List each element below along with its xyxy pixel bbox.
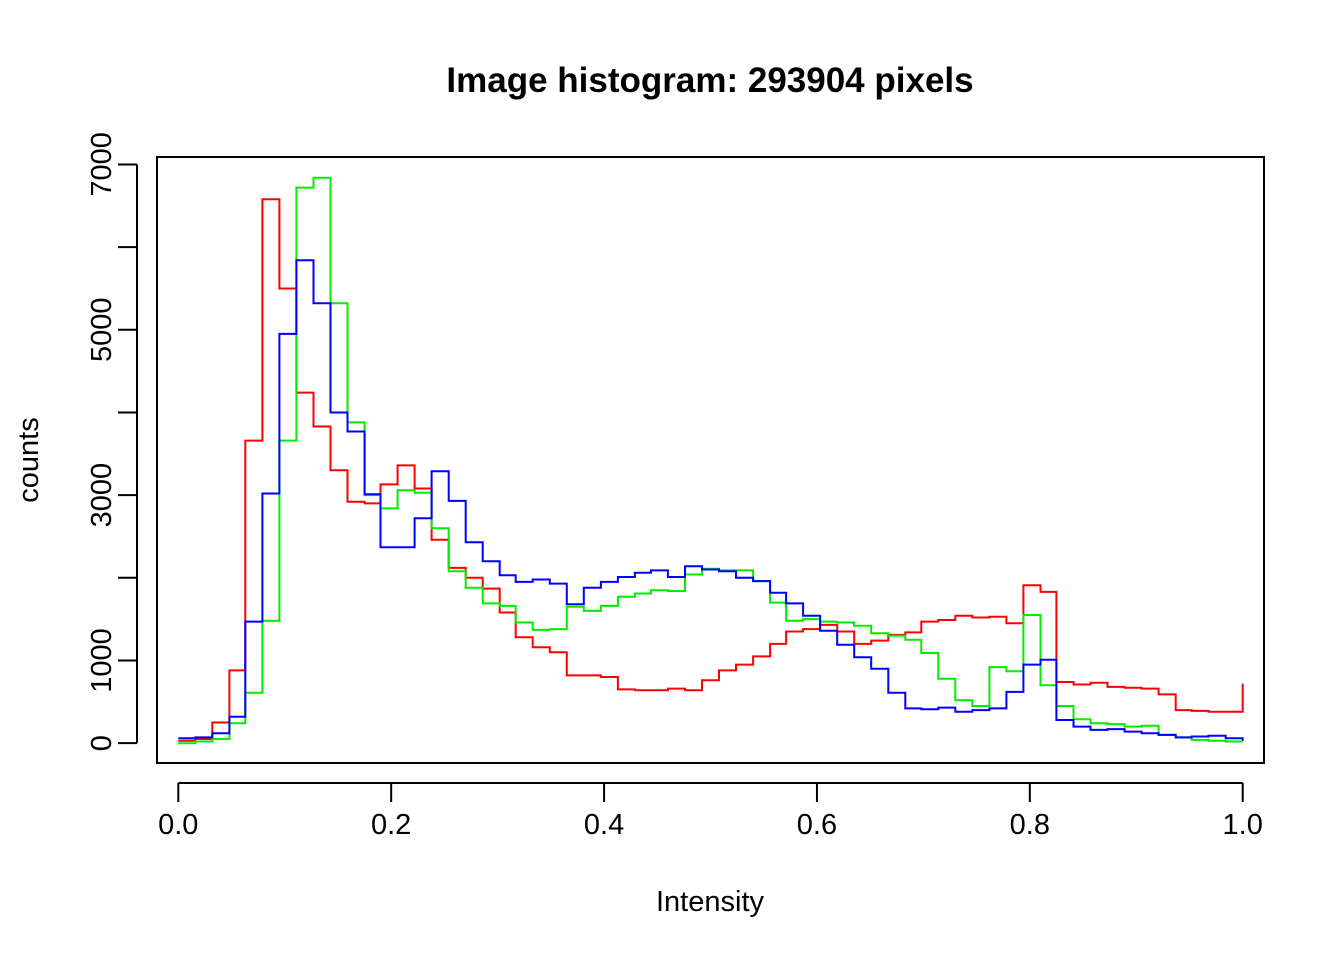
x-tick-label: 0.8 bbox=[1010, 809, 1050, 841]
x-axis-label: Intensity bbox=[656, 886, 764, 918]
y-tick-label: 5000 bbox=[86, 298, 118, 363]
x-tick-label: 0.0 bbox=[158, 809, 198, 841]
x-tick-label: 1.0 bbox=[1223, 809, 1263, 841]
series-line-1 bbox=[178, 176, 1243, 745]
x-axis: 0.0 0.2 0.4 0.6 0.8 1.0 bbox=[158, 782, 1263, 841]
chart-title: Image histogram: 293904 pixels bbox=[446, 61, 973, 100]
y-axis-label: counts bbox=[13, 417, 45, 502]
series-line-0 bbox=[178, 198, 1244, 742]
y-tick-label: 7000 bbox=[86, 132, 118, 197]
y-tick-label: 3000 bbox=[86, 463, 118, 528]
x-tick-label: 0.2 bbox=[371, 809, 411, 841]
x-tick-label: 0.4 bbox=[584, 809, 624, 841]
plot-frame bbox=[156, 156, 1265, 764]
y-tick-label: 1000 bbox=[86, 628, 118, 693]
series-layer bbox=[178, 176, 1244, 745]
x-tick-label: 0.6 bbox=[797, 809, 837, 841]
y-axis: 0 1000 3000 5000 7000 bbox=[86, 132, 138, 751]
y-tick-label: 0 bbox=[86, 735, 118, 751]
series-line-2 bbox=[178, 259, 1244, 741]
